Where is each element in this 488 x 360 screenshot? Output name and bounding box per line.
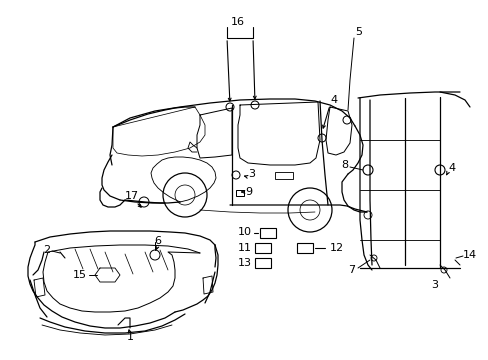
Bar (236, 190, 244, 196)
Text: 4: 4 (329, 95, 336, 105)
Text: 4: 4 (447, 163, 454, 173)
Text: 3: 3 (247, 169, 254, 179)
Text: 15: 15 (73, 270, 87, 280)
Text: 17: 17 (124, 191, 139, 201)
Text: 14: 14 (462, 250, 476, 260)
Bar (296, 243, 312, 253)
Text: 3: 3 (430, 280, 438, 290)
Bar (260, 228, 275, 238)
Bar (274, 172, 292, 179)
Text: 9: 9 (244, 187, 252, 197)
Text: 12: 12 (329, 243, 344, 253)
Bar (254, 243, 270, 253)
Text: 10: 10 (238, 227, 251, 237)
Text: 16: 16 (230, 17, 244, 27)
Text: 6: 6 (154, 236, 161, 246)
Text: 1: 1 (126, 332, 133, 342)
Text: 13: 13 (238, 258, 251, 268)
Text: 11: 11 (238, 243, 251, 253)
Bar (254, 258, 270, 268)
Text: 8: 8 (340, 160, 347, 170)
Text: 5: 5 (354, 27, 361, 37)
Text: 7: 7 (347, 265, 354, 275)
Text: 2: 2 (43, 245, 50, 255)
